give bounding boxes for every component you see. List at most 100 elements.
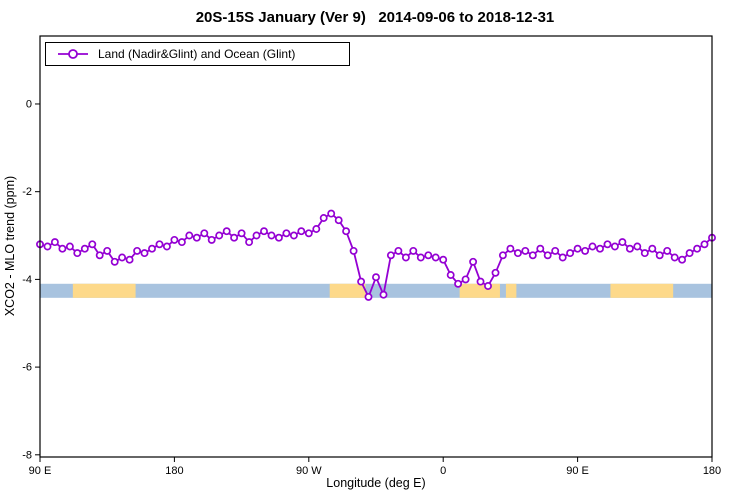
data-point bbox=[484, 282, 492, 290]
data-point bbox=[334, 216, 343, 225]
data-point bbox=[43, 242, 52, 251]
land-strip-segment bbox=[459, 283, 500, 298]
data-point bbox=[282, 229, 291, 238]
data-point bbox=[424, 251, 433, 260]
data-point bbox=[678, 255, 687, 264]
data-point bbox=[610, 242, 619, 251]
data-point bbox=[155, 240, 164, 249]
data-point bbox=[625, 244, 634, 253]
data-point bbox=[618, 238, 627, 247]
data-point bbox=[379, 290, 388, 299]
data-point bbox=[573, 244, 582, 253]
data-point bbox=[551, 246, 560, 255]
data-point bbox=[185, 231, 194, 240]
data-point bbox=[581, 246, 590, 255]
data-point bbox=[304, 229, 313, 238]
y-tick-label: -4 bbox=[22, 274, 32, 286]
data-point bbox=[192, 233, 201, 242]
data-point bbox=[289, 231, 298, 240]
data-point bbox=[439, 255, 448, 264]
data-point bbox=[103, 246, 112, 255]
data-point bbox=[237, 229, 246, 238]
ocean-strip bbox=[40, 283, 712, 298]
data-point bbox=[558, 253, 567, 262]
data-point bbox=[513, 249, 522, 258]
data-point bbox=[342, 227, 351, 236]
data-point bbox=[222, 227, 231, 236]
legend: Land (Nadir&Glint) and Ocean (Glint) bbox=[45, 42, 350, 66]
data-point bbox=[566, 249, 575, 258]
data-point bbox=[110, 257, 119, 266]
data-point bbox=[543, 251, 552, 260]
data-point bbox=[133, 246, 142, 255]
series-land-ocean bbox=[36, 209, 716, 301]
data-point bbox=[267, 231, 276, 240]
data-point bbox=[528, 251, 537, 260]
data-point bbox=[260, 227, 268, 236]
data-point bbox=[65, 242, 74, 251]
chart-title: 20S-15S January (Ver 9) 2014-09-06 to 20… bbox=[195, 9, 555, 26]
data-point bbox=[170, 235, 179, 244]
y-axis: 0 -2 -4 -6 -8 bbox=[22, 98, 40, 461]
data-point bbox=[73, 249, 82, 258]
data-point bbox=[125, 255, 134, 264]
series-marker-icon bbox=[58, 49, 88, 59]
data-point bbox=[140, 249, 149, 258]
legend-marker bbox=[68, 49, 78, 59]
data-point bbox=[655, 251, 664, 260]
x-tick-label: 0 bbox=[440, 465, 446, 477]
data-point bbox=[536, 244, 545, 253]
data-point bbox=[394, 246, 403, 255]
data-point bbox=[357, 277, 366, 286]
data-point bbox=[469, 257, 478, 266]
data-point bbox=[454, 279, 463, 288]
data-point bbox=[372, 273, 380, 282]
x-tick-label: 90 W bbox=[296, 465, 322, 477]
data-point bbox=[461, 275, 470, 284]
x-tick-label: 90 E bbox=[29, 465, 52, 477]
data-point bbox=[640, 249, 649, 258]
data-point bbox=[177, 238, 186, 247]
data-point bbox=[312, 225, 321, 233]
data-point bbox=[670, 253, 679, 262]
x-axis: 90 E 180 90 W 0 90 E 180 bbox=[29, 457, 721, 477]
data-point bbox=[693, 244, 702, 253]
data-point bbox=[506, 244, 515, 253]
land-strip-segment bbox=[505, 283, 517, 298]
data-point bbox=[401, 253, 410, 262]
data-point bbox=[491, 268, 500, 277]
data-point bbox=[685, 249, 694, 258]
data-point bbox=[245, 238, 254, 247]
data-point bbox=[88, 240, 97, 249]
data-point bbox=[95, 251, 104, 260]
data-point bbox=[230, 233, 239, 242]
data-point bbox=[148, 244, 156, 253]
plot-border bbox=[39, 35, 713, 458]
x-axis-title: Longitude (deg E) bbox=[326, 476, 425, 490]
data-point bbox=[498, 251, 507, 260]
data-point bbox=[521, 246, 530, 255]
land-strip-segment bbox=[610, 283, 674, 298]
data-point bbox=[603, 240, 612, 249]
data-point bbox=[663, 246, 672, 255]
data-point bbox=[431, 253, 440, 262]
y-tick-label: -2 bbox=[22, 186, 32, 198]
land-strip-segment bbox=[329, 283, 366, 298]
data-point bbox=[349, 246, 358, 255]
data-point bbox=[364, 292, 373, 301]
surface-strip bbox=[40, 283, 712, 298]
data-point bbox=[386, 251, 395, 260]
data-point bbox=[446, 271, 455, 279]
data-point bbox=[274, 233, 283, 242]
y-tick-label: -6 bbox=[22, 362, 32, 374]
x-tick-label: 90 E bbox=[566, 465, 589, 477]
y-axis-title: XCO2 - MLO trend (ppm) bbox=[3, 176, 17, 316]
data-point bbox=[319, 214, 328, 222]
legend-label: Land (Nadir&Glint) and Ocean (Glint) bbox=[98, 47, 296, 61]
data-point bbox=[297, 227, 306, 236]
data-point bbox=[633, 242, 642, 251]
x-tick-label: 180 bbox=[165, 465, 183, 477]
land-strip-segment bbox=[72, 283, 136, 298]
data-point bbox=[50, 238, 59, 247]
data-point bbox=[58, 244, 67, 253]
